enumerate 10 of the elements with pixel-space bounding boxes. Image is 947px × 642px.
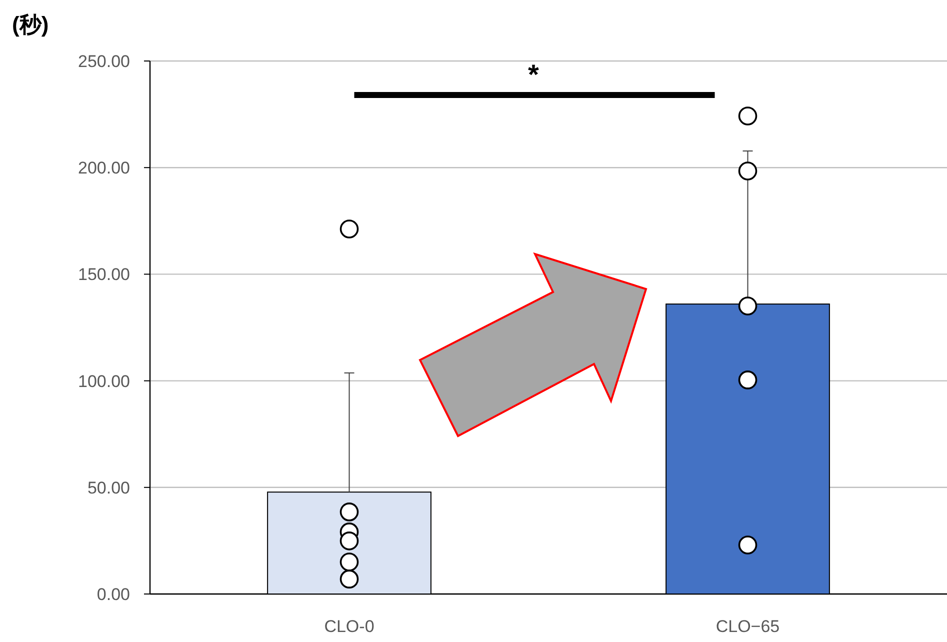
annotation: * [528,59,540,90]
y-tick-label: 0.00 [96,584,130,604]
y-axis-title: (秒) [12,12,49,37]
x-tick-label: CLO−65 [716,617,780,636]
y-tick-label: 100.00 [78,372,130,391]
y-tick-label: 150.00 [78,265,130,284]
y-tick-label: 50.00 [87,478,130,498]
y-tick-label: 200.00 [78,158,130,178]
x-tick-label: CLO-0 [324,617,374,636]
y-tick-label: 250.00 [78,52,130,71]
